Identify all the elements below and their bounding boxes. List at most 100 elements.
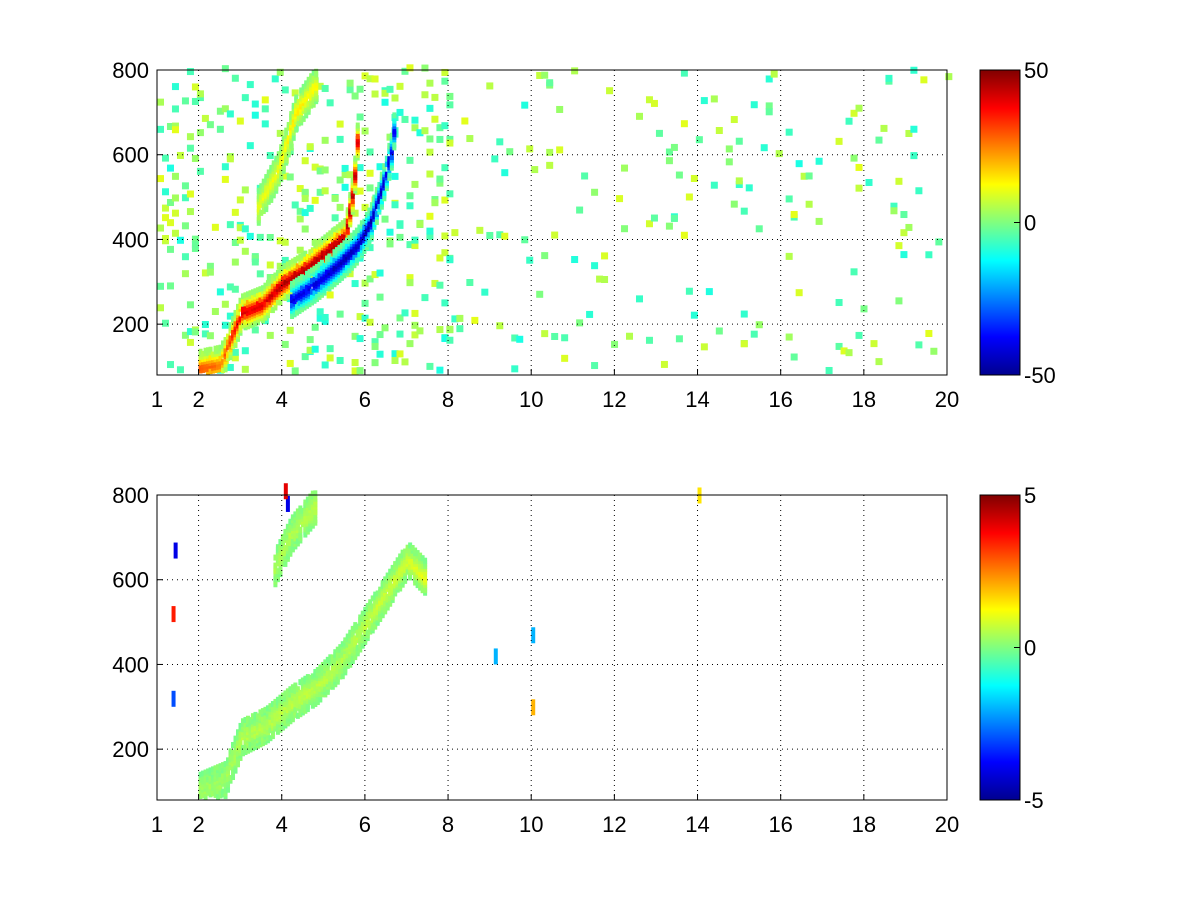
heatmap-cell — [586, 310, 594, 318]
heatmap-cell — [355, 133, 360, 140]
heatmap-cell — [256, 187, 261, 194]
heatmap-cell — [240, 293, 245, 300]
heatmap-cell — [369, 202, 374, 209]
colorbar-tick-label: 0 — [1024, 211, 1036, 236]
heatmap-cell — [203, 347, 208, 354]
x-tick-label: 2 — [192, 812, 204, 837]
heatmap-cell — [196, 94, 204, 102]
heatmap-cell — [290, 514, 295, 521]
heatmap-cell — [309, 91, 314, 98]
heatmap-cell — [363, 606, 368, 613]
heatmap-cell — [329, 256, 334, 263]
heatmap-cell — [750, 101, 758, 109]
heatmap-cell — [302, 275, 307, 282]
heatmap-cell — [845, 349, 853, 357]
heatmap-cell — [591, 362, 599, 370]
heatmap-cell — [377, 181, 382, 188]
heatmap-cell — [248, 290, 253, 297]
x-tick-label: 8 — [442, 812, 454, 837]
heatmap-cell — [334, 247, 339, 254]
heatmap-cell — [390, 583, 395, 590]
heatmap-cell — [198, 771, 203, 778]
heatmap-cell — [259, 183, 264, 190]
heatmap-cell — [321, 84, 329, 92]
heatmap-cell — [266, 169, 271, 176]
heatmap-cell — [785, 252, 793, 260]
heatmap-cell — [313, 517, 318, 524]
heatmap-cell — [446, 92, 454, 100]
heatmap-cell — [775, 150, 783, 158]
heatmap-cell — [546, 79, 554, 87]
heatmap-cell — [366, 275, 374, 283]
heatmap-cell — [441, 299, 449, 307]
heatmap-cell — [320, 249, 325, 256]
heatmap-cell — [280, 713, 285, 720]
heatmap-cell — [406, 340, 414, 348]
heatmap-cell — [273, 575, 278, 582]
heatmap-cell — [362, 224, 367, 231]
x-tick-label: 6 — [359, 812, 371, 837]
heatmap-cell — [231, 285, 239, 293]
heatmap-cell — [301, 115, 306, 122]
heatmap-cell — [371, 338, 379, 346]
heatmap-cell — [371, 342, 379, 350]
x-tick-label: 20 — [935, 387, 959, 412]
heatmap-cell — [571, 256, 579, 264]
heatmap-cell — [405, 568, 410, 575]
heatmap-cell — [264, 174, 269, 181]
heatmap-cell — [226, 786, 231, 793]
heatmap-cell — [367, 231, 372, 238]
heatmap-cell — [321, 166, 329, 174]
heatmap-cell — [350, 198, 355, 205]
heatmap-cell — [406, 279, 414, 287]
heatmap-cell — [342, 240, 347, 247]
heatmap-cell — [340, 673, 345, 680]
heatmap-cell — [700, 343, 708, 351]
heatmap-cell — [342, 272, 347, 279]
heatmap-cell — [332, 257, 337, 264]
heatmap-cell — [621, 225, 629, 233]
heatmap-cell — [401, 67, 409, 75]
heatmap-cell — [238, 722, 243, 729]
heatmap-cell — [725, 145, 733, 153]
colorbar-tick-label: -5 — [1024, 788, 1044, 813]
heatmap-cell — [675, 171, 683, 179]
heatmap-cell — [421, 91, 429, 99]
heatmap-cell — [392, 117, 397, 124]
heatmap-cell — [286, 326, 294, 334]
heatmap-cell — [311, 345, 319, 353]
heatmap-cell — [221, 367, 226, 374]
heatmap-cell — [304, 80, 309, 87]
heatmap-cell — [198, 348, 203, 355]
heatmap-cell — [318, 691, 323, 698]
heatmap-cell — [389, 154, 394, 161]
heatmap-cell — [221, 788, 226, 795]
heatmap-cell — [251, 111, 259, 119]
y-tick-label: 800 — [112, 58, 149, 83]
heatmap-cell — [316, 82, 324, 90]
heatmap-cell — [735, 181, 743, 189]
heatmap-cell — [313, 247, 318, 254]
heatmap-cell — [561, 354, 569, 362]
heatmap-cell — [243, 305, 248, 312]
heatmap-cell — [283, 483, 288, 500]
heatmap-cell — [243, 716, 248, 723]
heatmap-cells — [171, 483, 702, 800]
heatmap-cell — [366, 169, 374, 177]
heatmap-cell — [228, 775, 233, 782]
heatmap-cell — [301, 188, 309, 196]
heatmap-cell — [344, 264, 349, 271]
heatmap-cell — [297, 275, 302, 282]
heatmap-cell — [326, 291, 334, 299]
heatmap-cell — [321, 187, 329, 195]
heatmap-cell — [431, 279, 439, 287]
heatmap-cell — [895, 177, 903, 185]
y-tick-label: 200 — [112, 737, 149, 762]
heatmap-cell — [308, 675, 313, 682]
heatmap-cell — [358, 614, 363, 621]
heatmap-cell — [311, 196, 319, 204]
x-tick-label: 1 — [151, 812, 163, 837]
heatmap-cell — [335, 646, 340, 653]
heatmap-cell — [446, 336, 454, 344]
heatmap-cell — [326, 99, 334, 107]
